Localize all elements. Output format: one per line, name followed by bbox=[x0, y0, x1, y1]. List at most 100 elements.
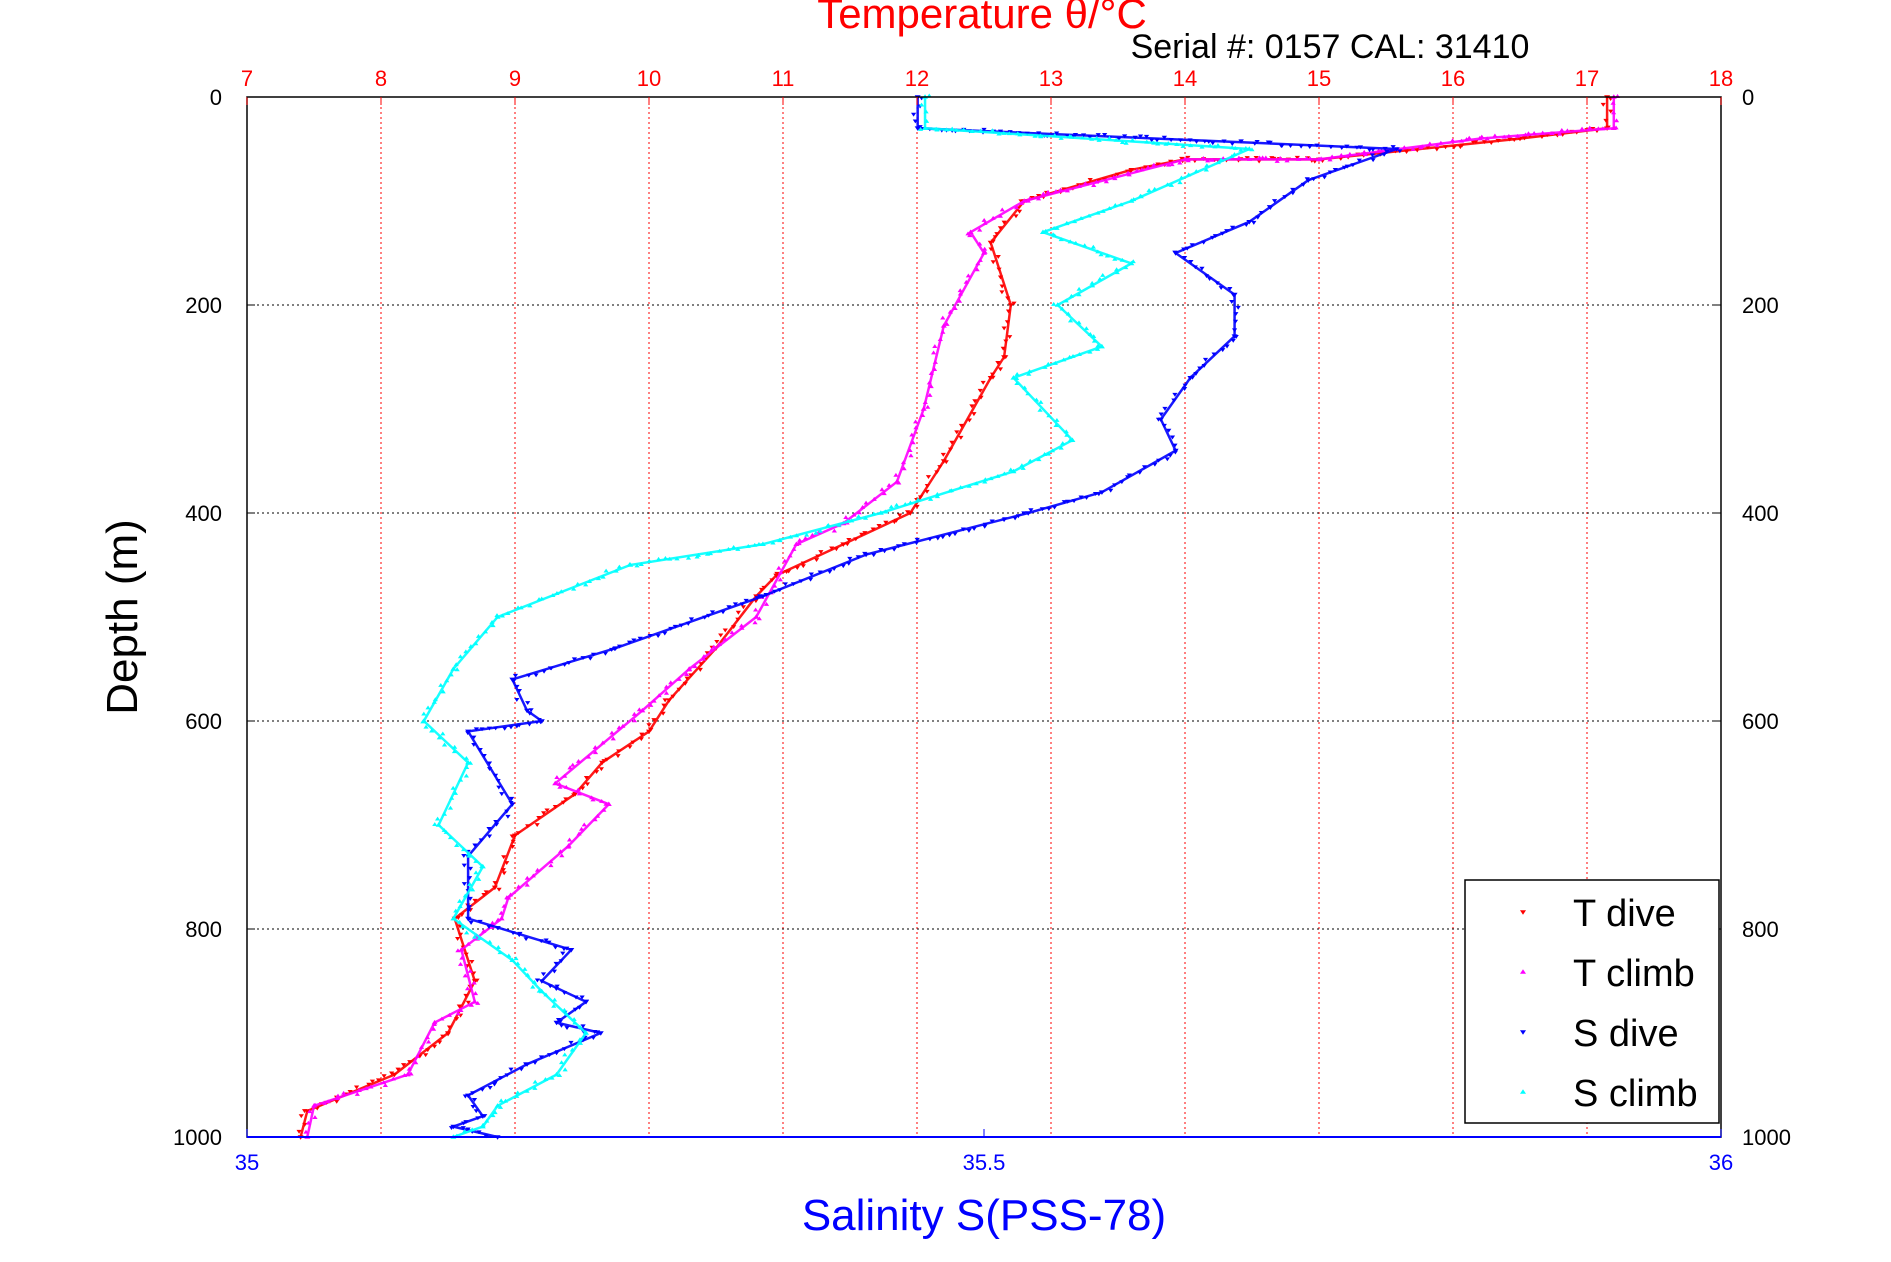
series-line-s-climb bbox=[422, 97, 1251, 1139]
data-point-t-dive bbox=[534, 823, 540, 827]
data-point-s-dive bbox=[1197, 366, 1203, 371]
data-point-s-dive bbox=[470, 1104, 476, 1109]
data-point-s-dive bbox=[1166, 428, 1172, 433]
data-point-s-dive bbox=[495, 778, 501, 783]
data-point-s-climb bbox=[1114, 270, 1120, 275]
data-point-s-dive bbox=[1015, 514, 1021, 519]
depth-tick-label-left: 800 bbox=[185, 917, 222, 942]
data-point-s-climb bbox=[804, 532, 810, 537]
data-point-s-dive bbox=[1116, 137, 1122, 142]
data-point-s-dive bbox=[476, 1130, 482, 1135]
data-point-s-dive bbox=[496, 785, 502, 790]
legend-marker-s-climb bbox=[1520, 1089, 1526, 1094]
data-point-s-dive bbox=[946, 533, 953, 538]
data-point-t-climb bbox=[651, 698, 657, 703]
data-point-t-dive bbox=[584, 782, 591, 787]
data-point-t-climb bbox=[495, 917, 501, 922]
data-point-s-climb bbox=[756, 541, 762, 546]
data-point-t-climb bbox=[1021, 198, 1028, 203]
data-point-t-climb bbox=[886, 483, 892, 487]
data-point-t-climb bbox=[859, 504, 866, 509]
data-point-s-climb bbox=[1046, 413, 1052, 418]
data-point-t-climb bbox=[610, 736, 616, 741]
data-point-t-climb bbox=[922, 400, 928, 405]
data-point-s-dive bbox=[477, 919, 483, 924]
data-point-s-climb bbox=[1095, 346, 1101, 351]
data-point-s-climb bbox=[1041, 452, 1048, 456]
legend: T dive T climb S dive S climb bbox=[1464, 879, 1720, 1124]
data-point-s-dive bbox=[1287, 144, 1294, 148]
data-point-t-dive bbox=[492, 881, 498, 886]
data-point-s-dive bbox=[1051, 505, 1058, 510]
data-point-s-climb bbox=[552, 997, 558, 1002]
data-point-t-dive bbox=[987, 376, 994, 381]
data-point-s-climb bbox=[1060, 441, 1066, 445]
data-point-t-climb bbox=[1082, 181, 1089, 186]
data-point-t-dive bbox=[469, 960, 475, 964]
data-point-s-dive bbox=[467, 866, 474, 871]
data-point-s-climb bbox=[989, 128, 996, 133]
salinity-tick-label: 35 bbox=[235, 1150, 259, 1175]
depth-tick-label-right: 400 bbox=[1742, 501, 1779, 526]
data-point-s-dive bbox=[1192, 265, 1198, 270]
data-point-t-dive bbox=[1521, 136, 1528, 141]
legend-box bbox=[1464, 879, 1720, 1124]
data-point-s-dive bbox=[706, 613, 712, 618]
data-point-s-dive bbox=[1021, 511, 1027, 516]
data-point-t-climb bbox=[335, 1096, 341, 1101]
data-point-t-dive bbox=[1451, 145, 1457, 150]
data-point-s-climb bbox=[429, 728, 435, 733]
data-point-t-climb bbox=[524, 882, 530, 887]
data-point-t-climb bbox=[418, 1044, 425, 1049]
data-point-s-climb bbox=[1058, 136, 1064, 140]
data-point-s-dive bbox=[1156, 458, 1162, 463]
data-point-s-climb bbox=[1174, 142, 1180, 146]
data-point-t-climb bbox=[927, 392, 933, 397]
data-point-t-climb bbox=[471, 999, 478, 1004]
data-point-s-climb bbox=[817, 528, 823, 533]
data-point-s-climb bbox=[522, 967, 528, 971]
data-point-s-dive bbox=[1232, 319, 1239, 324]
data-point-t-climb bbox=[592, 817, 598, 822]
data-point-s-dive bbox=[871, 553, 877, 558]
legend-marker-t-dive bbox=[1520, 910, 1526, 915]
data-point-t-climb bbox=[1506, 133, 1512, 138]
data-point-s-climb bbox=[735, 546, 741, 551]
data-point-s-climb bbox=[432, 822, 438, 826]
data-point-s-dive bbox=[878, 548, 884, 552]
data-point-t-dive bbox=[1005, 296, 1011, 301]
data-point-s-climb bbox=[1089, 136, 1095, 141]
data-point-t-dive bbox=[552, 805, 558, 809]
data-point-t-dive bbox=[425, 1048, 431, 1053]
data-point-t-climb bbox=[793, 541, 800, 546]
data-point-s-dive bbox=[471, 735, 477, 740]
data-point-s-dive bbox=[524, 1062, 531, 1067]
data-point-s-climb bbox=[1215, 142, 1221, 147]
data-point-s-climb bbox=[460, 847, 467, 852]
data-point-t-dive bbox=[1294, 155, 1300, 160]
data-point-t-dive bbox=[651, 718, 657, 722]
data-point-s-dive bbox=[754, 596, 760, 600]
data-point-s-dive bbox=[543, 938, 549, 943]
data-point-t-dive bbox=[670, 694, 676, 699]
data-point-s-climb bbox=[549, 1075, 555, 1080]
data-point-t-dive bbox=[599, 760, 606, 766]
data-point-s-dive bbox=[516, 723, 522, 728]
data-point-s-climb bbox=[1063, 298, 1069, 303]
data-point-t-dive bbox=[904, 510, 911, 515]
data-point-s-dive bbox=[516, 933, 522, 938]
data-point-s-dive bbox=[626, 640, 633, 645]
data-point-s-climb bbox=[1087, 331, 1093, 336]
data-point-s-dive bbox=[1397, 149, 1403, 154]
data-point-s-dive bbox=[1149, 138, 1155, 143]
data-point-s-dive bbox=[502, 726, 508, 731]
data-point-t-climb bbox=[631, 718, 638, 723]
data-point-s-dive bbox=[1229, 142, 1235, 146]
data-point-s-climb bbox=[1078, 216, 1084, 221]
data-point-s-dive bbox=[1202, 139, 1208, 144]
data-point-s-climb bbox=[479, 1123, 486, 1129]
data-point-t-dive bbox=[818, 550, 824, 555]
data-point-s-climb bbox=[949, 126, 955, 131]
data-point-s-dive bbox=[1382, 146, 1388, 151]
data-point-t-climb bbox=[599, 798, 605, 803]
